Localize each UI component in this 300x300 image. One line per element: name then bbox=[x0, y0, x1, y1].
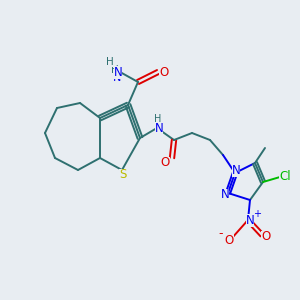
Text: +: + bbox=[253, 209, 261, 219]
Text: N: N bbox=[232, 164, 240, 176]
Text: O: O bbox=[224, 233, 234, 247]
Text: N: N bbox=[114, 65, 122, 79]
Text: N: N bbox=[154, 122, 164, 136]
Text: S: S bbox=[119, 169, 127, 182]
Text: H: H bbox=[111, 65, 119, 75]
Text: H: H bbox=[154, 114, 162, 124]
Text: O: O bbox=[261, 230, 271, 244]
Text: N: N bbox=[246, 214, 254, 226]
Text: -: - bbox=[219, 227, 223, 241]
Text: O: O bbox=[160, 157, 169, 169]
Text: O: O bbox=[159, 65, 169, 79]
Text: N: N bbox=[113, 73, 121, 83]
Text: N: N bbox=[220, 188, 230, 202]
Text: Cl: Cl bbox=[279, 170, 291, 184]
Text: H: H bbox=[106, 57, 114, 67]
